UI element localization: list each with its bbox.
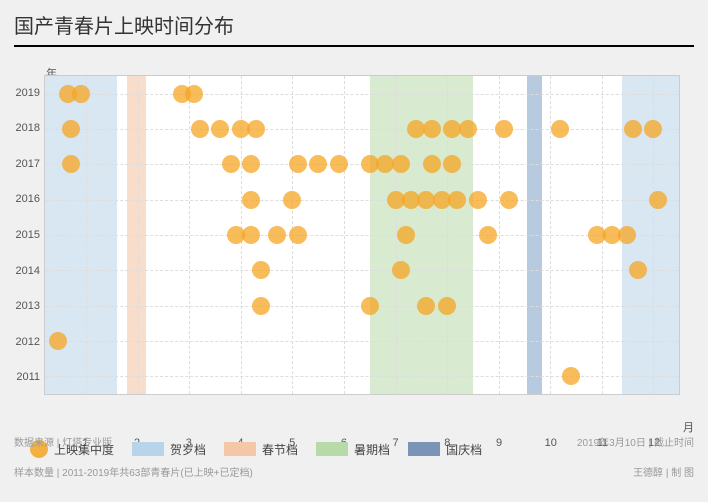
data-point <box>252 297 270 315</box>
footer: 数据来源 | 灯塔专业版 样本数量 | 2011-2019年共63部青春片(已上… <box>14 421 694 496</box>
data-point <box>289 226 307 244</box>
data-point <box>479 226 497 244</box>
data-point <box>242 155 260 173</box>
y-tick-label: 2019 <box>16 87 40 99</box>
data-point <box>283 191 301 209</box>
data-point <box>417 297 435 315</box>
footer-author: 王德醇 | 制 图 <box>577 466 694 481</box>
data-point <box>469 191 487 209</box>
data-point <box>361 297 379 315</box>
data-point <box>423 155 441 173</box>
data-point <box>438 297 456 315</box>
footer-sample: 样本数量 | 2011-2019年共63部青春片(已上映+已定档) <box>14 466 253 481</box>
data-point <box>222 155 240 173</box>
data-point <box>562 367 580 385</box>
data-point <box>443 155 461 173</box>
data-point <box>242 226 260 244</box>
data-point <box>624 120 642 138</box>
data-point <box>330 155 348 173</box>
footer-right: 2019年3月10日 | 截止时间 王德醇 | 制 图 <box>577 421 694 496</box>
footer-source: 数据来源 | 灯塔专业版 <box>14 436 253 451</box>
data-point <box>242 191 260 209</box>
data-point <box>62 120 80 138</box>
chart-container: 国产青春片上映时间分布 年 20112012201320142015201620… <box>0 0 708 502</box>
data-point <box>309 155 327 173</box>
data-point <box>423 120 441 138</box>
data-point <box>649 191 667 209</box>
data-point <box>247 120 265 138</box>
title-divider <box>14 45 694 47</box>
chart-area: 年 201120122013201420152016201720182019 1… <box>44 55 680 435</box>
plot-region <box>44 75 680 395</box>
y-tick-label: 2017 <box>16 158 40 170</box>
data-point <box>459 120 477 138</box>
data-point <box>500 191 518 209</box>
data-point <box>448 191 466 209</box>
data-point <box>392 261 410 279</box>
data-point <box>252 261 270 279</box>
y-axis: 2011 2012 2013 2014 2015 2016 2017 2018 2019 <box>16 55 44 435</box>
y-tick-label: 2014 <box>16 265 40 277</box>
y-tick-label: 2013 <box>16 300 40 312</box>
data-point <box>629 261 647 279</box>
y-tick-label: 2012 <box>16 336 40 348</box>
data-point <box>495 120 513 138</box>
data-point <box>618 226 636 244</box>
data-point <box>644 120 662 138</box>
data-point <box>211 120 229 138</box>
y-tick-label: 2015 <box>16 229 40 241</box>
data-point <box>185 85 203 103</box>
chart-title: 国产青春片上映时间分布 <box>14 10 694 45</box>
data-point <box>49 332 67 350</box>
y-tick-label: 2018 <box>16 122 40 134</box>
data-point <box>268 226 286 244</box>
data-point <box>62 155 80 173</box>
data-point <box>289 155 307 173</box>
data-point <box>392 155 410 173</box>
data-point <box>397 226 415 244</box>
y-tick-label: 2016 <box>16 193 40 205</box>
data-point <box>72 85 90 103</box>
data-point <box>551 120 569 138</box>
y-tick-label: 2011 <box>16 371 40 383</box>
footer-date: 2019年3月10日 | 截止时间 <box>577 436 694 451</box>
data-point <box>191 120 209 138</box>
footer-left: 数据来源 | 灯塔专业版 样本数量 | 2011-2019年共63部青春片(已上… <box>14 421 253 496</box>
